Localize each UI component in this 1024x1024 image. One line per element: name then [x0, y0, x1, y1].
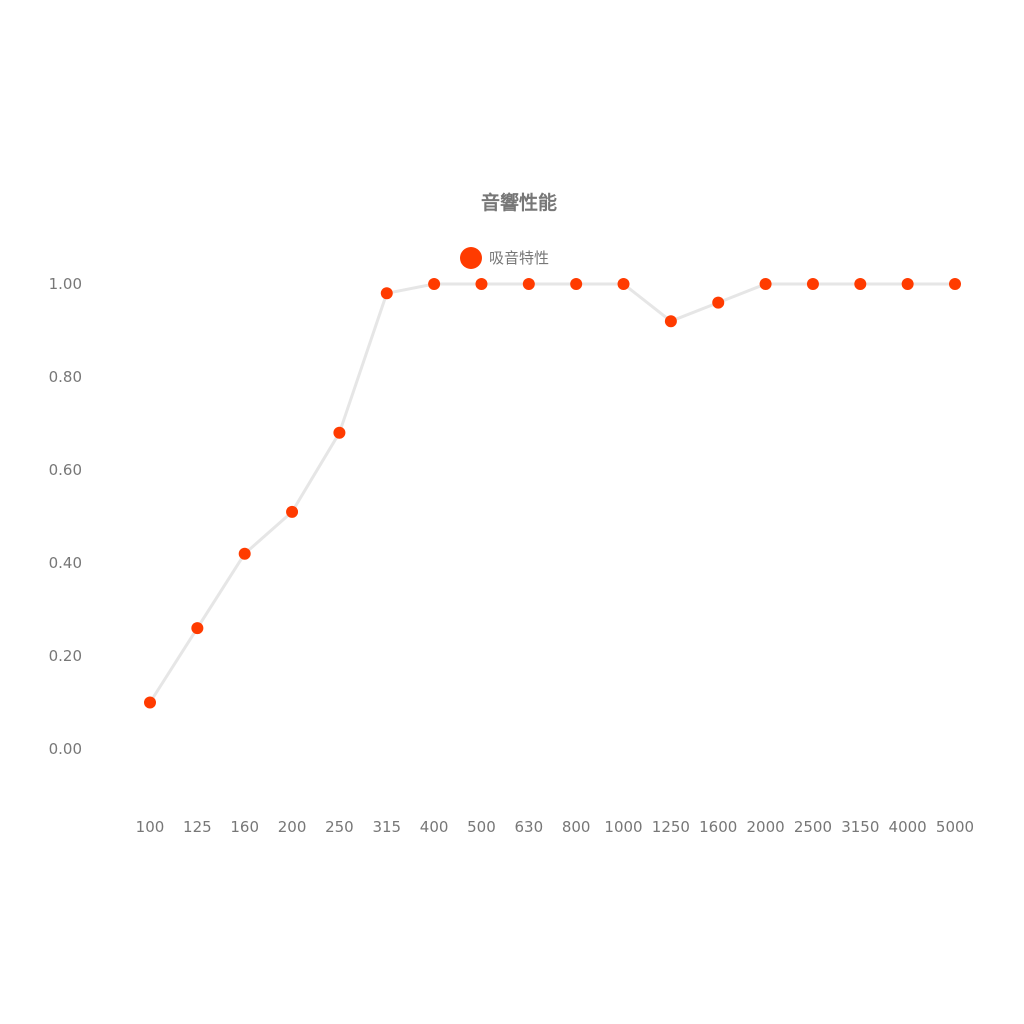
data-point[interactable]	[806, 278, 819, 290]
x-tick-label: 1250	[652, 818, 690, 836]
data-point[interactable]	[617, 278, 630, 290]
data-point[interactable]	[712, 296, 725, 309]
data-point[interactable]	[570, 278, 583, 290]
legend[interactable]: 吸音特性	[460, 247, 549, 269]
y-axis: 0.00 0.20 0.40 0.60 0.80 1.00	[49, 275, 82, 758]
data-point[interactable]	[949, 278, 961, 290]
data-point[interactable]	[333, 426, 346, 439]
plot-area	[144, 278, 961, 709]
y-tick-label: 0.60	[49, 461, 82, 479]
x-tick-label: 1000	[604, 818, 642, 836]
data-point[interactable]	[664, 315, 677, 328]
x-tick-label: 2500	[794, 818, 832, 836]
data-point[interactable]	[191, 622, 204, 635]
y-tick-label: 0.00	[49, 740, 82, 758]
x-tick-label: 250	[325, 818, 354, 836]
data-point[interactable]	[901, 278, 914, 290]
x-tick-label: 800	[562, 818, 591, 836]
data-point[interactable]	[428, 278, 441, 290]
y-tick-label: 0.80	[49, 368, 82, 386]
x-tick-label: 1600	[699, 818, 737, 836]
y-tick-label: 0.20	[49, 647, 82, 665]
x-tick-label: 2000	[746, 818, 784, 836]
x-axis: 100 125 160 200 250 315 400 500 630 800 1000 1250 16…	[136, 818, 974, 836]
data-point[interactable]	[380, 287, 393, 300]
y-tick-label: 0.40	[49, 554, 82, 572]
data-point[interactable]	[475, 278, 488, 290]
data-point[interactable]	[238, 547, 251, 560]
x-tick-label: 200	[278, 818, 307, 836]
x-tick-label: 4000	[889, 818, 927, 836]
data-point[interactable]	[854, 278, 867, 290]
x-tick-label: 3150	[841, 818, 879, 836]
legend-label: 吸音特性	[489, 249, 549, 267]
x-tick-label: 100	[136, 818, 165, 836]
y-tick-label: 1.00	[49, 275, 82, 293]
x-tick-label: 500	[467, 818, 496, 836]
x-tick-label: 125	[183, 818, 212, 836]
series-line	[148, 282, 955, 704]
data-point[interactable]	[759, 278, 772, 290]
x-tick-label: 160	[230, 818, 259, 836]
x-tick-label: 630	[515, 818, 544, 836]
chart-title: 音響性能	[481, 191, 557, 214]
x-tick-label: 315	[372, 818, 401, 836]
x-tick-label: 400	[420, 818, 449, 836]
x-tick-label: 5000	[936, 818, 974, 836]
data-point[interactable]	[144, 696, 156, 709]
data-point[interactable]	[522, 278, 535, 290]
legend-marker	[460, 247, 482, 269]
data-point[interactable]	[286, 505, 299, 518]
